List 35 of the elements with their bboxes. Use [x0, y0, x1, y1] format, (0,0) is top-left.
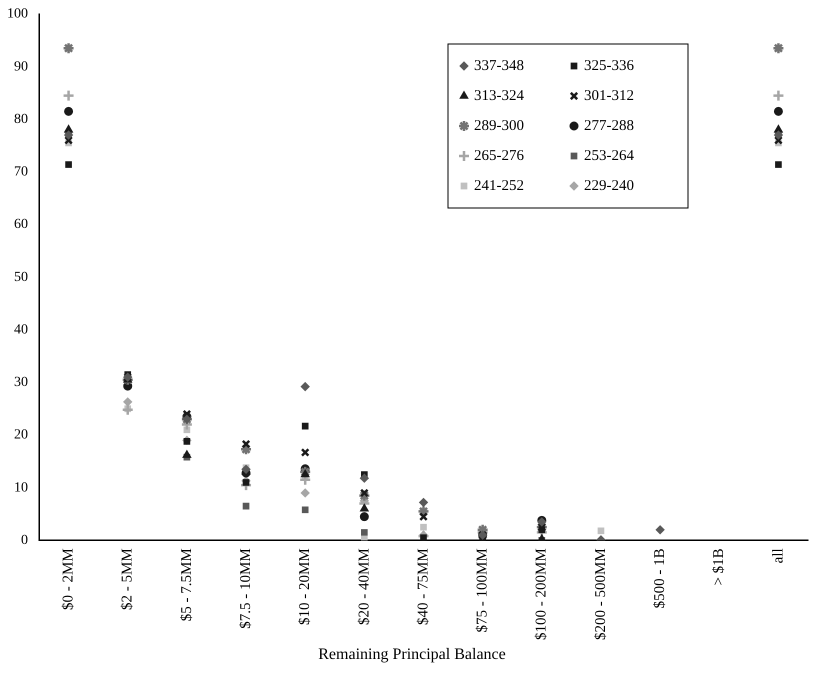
y-tick-label: 30	[14, 375, 28, 390]
legend-label: 277-288	[584, 118, 634, 134]
x-tick-label: $7.5 - 10MM	[238, 548, 254, 629]
legend-label: 337-348	[474, 58, 524, 74]
legend-label: 253-264	[584, 148, 634, 164]
x-tick-label: $0 - 2MM	[60, 548, 77, 610]
legend-label: 241-252	[474, 178, 524, 194]
y-tick-label: 80	[14, 112, 28, 127]
y-tick-label: 70	[14, 164, 28, 180]
y-tick-label: 100	[7, 6, 28, 22]
y-tick-label: 10	[14, 480, 28, 496]
y-tick-label: 60	[14, 217, 28, 232]
y-tick-label: 0	[21, 533, 28, 548]
legend-label: 289-300	[474, 118, 524, 134]
x-tick-label: > $1B	[711, 548, 728, 586]
legend-label: 229-240	[584, 178, 634, 194]
x-tick-label: $20 - 40MM	[356, 548, 372, 625]
x-tick-label: $200 - 500MM	[592, 548, 609, 640]
x-tick-label: $10 - 20MM	[297, 548, 314, 625]
legend-label: 301-312	[584, 88, 634, 104]
y-tick-label: 90	[14, 59, 28, 74]
x-tick-label: $75 - 100MM	[474, 548, 491, 632]
y-tick-label: 20	[14, 428, 28, 443]
legend-label: 325-336	[584, 58, 634, 74]
x-tick-label: $5 - 7.5MM	[178, 548, 195, 622]
x-tick-label: all	[770, 548, 786, 564]
y-tick-label: 50	[14, 270, 28, 285]
x-tick-label: $2 - 5MM	[120, 548, 136, 610]
x-tick-label: $100 - 200MM	[534, 548, 550, 640]
x-axis-title: Remaining Principal Balance	[317, 646, 507, 664]
legend-label: 313-324	[474, 88, 524, 104]
x-tick-label: $500 - 1B	[652, 548, 668, 608]
x-tick-label: $40 - 75MM	[415, 548, 432, 625]
y-tick-label: 40	[14, 322, 28, 338]
legend-label: 265-276	[474, 148, 524, 164]
